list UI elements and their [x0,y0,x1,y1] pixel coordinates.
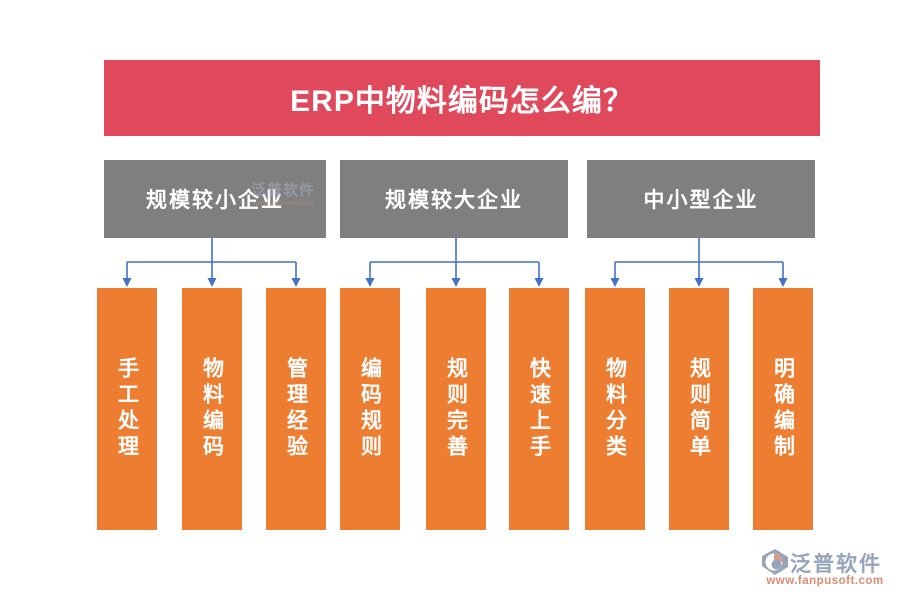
bar-item: 物料分类 [585,288,645,530]
group-header-sme: 中小型企业 [587,160,815,238]
group-header-label: 中小型企业 [643,189,759,212]
bar-label: 管理经验 [284,357,308,461]
bar-label: 手工处理 [115,357,139,461]
bar-label: 规则简单 [687,357,711,461]
fanpu-logo-icon [762,549,788,575]
group-header-label: 规模较小企业 [146,189,284,212]
bar-item: 规则完善 [426,288,486,530]
group-header-large-enterprise: 规模较大企业 [340,160,568,238]
bar-item: 物料编码 [182,288,242,530]
bar-item: 手工处理 [97,288,157,530]
bar-item: 快速上手 [509,288,569,530]
bar-label: 物料编码 [200,357,224,461]
title-banner: ERP中物料编码怎么编？ [104,60,820,136]
bar-item: 管理经验 [266,288,326,530]
bar-item: 规则简单 [669,288,729,530]
group-header-small-enterprise: 规模较小企业 [104,160,326,238]
group-header-label: 规模较大企业 [385,189,523,212]
bar-label: 规则完善 [444,357,468,461]
bar-item: 编码规则 [340,288,400,530]
bar-label: 快速上手 [527,357,551,461]
bar-label: 编码规则 [358,357,382,461]
bar-label: 物料分类 [603,357,627,461]
bar-item: 明确编制 [753,288,813,530]
logo-name: 泛普软件 [790,553,882,576]
bar-label: 明确编制 [771,357,795,461]
page-title: ERP中物料编码怎么编？ [290,85,634,118]
fanpu-logo: 泛普软件 www.fanpusoft.com [762,548,888,594]
logo-url: www.fanpusoft.com [766,575,884,587]
